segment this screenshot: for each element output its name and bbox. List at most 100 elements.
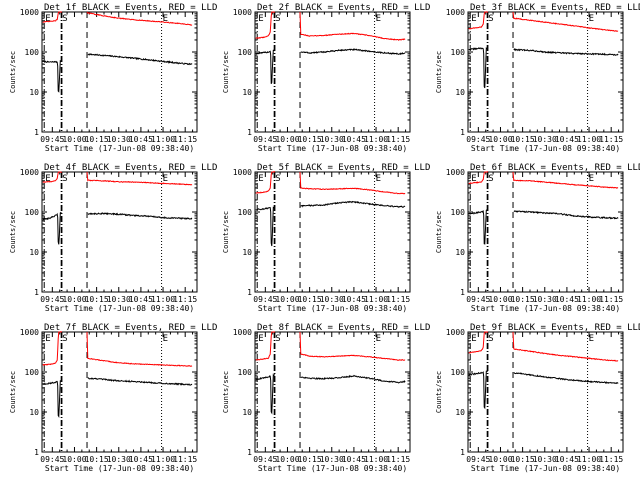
lld-series-line xyxy=(299,171,406,195)
x-tick-label: 10:30 xyxy=(320,295,344,304)
marker-label: E xyxy=(471,334,476,344)
lld-series-line xyxy=(86,171,193,186)
x-axis-label: Start Time (17-Jun-08 09:38:40) xyxy=(471,304,620,313)
marker-label: E xyxy=(376,174,381,184)
x-tick-label: 10:15 xyxy=(511,295,535,304)
y-tick-label: 1 xyxy=(34,288,39,297)
chart-panel-5: Det 5f BLACK = Events, RED = LLD 1 10 100 10… xyxy=(222,163,430,313)
lld-series-line xyxy=(86,331,193,367)
chart-title: Det 9f BLACK = Events, RED = LLD xyxy=(470,323,640,333)
lld-series-line xyxy=(299,11,406,41)
y-axis-label: Counts/sec xyxy=(222,51,230,93)
y-tick-label: 1 xyxy=(34,128,39,137)
y-axis-label: Counts/sec xyxy=(222,211,230,253)
chart-title: Det 1f BLACK = Events, RED = LLD xyxy=(44,3,217,13)
marker-label: S xyxy=(488,174,493,184)
lld-series-line xyxy=(512,331,619,362)
marker-label: E xyxy=(376,14,381,24)
x-axis-label: Start Time (17-Jun-08 09:38:40) xyxy=(471,464,620,473)
y-tick-label: 1000 xyxy=(20,8,39,17)
plot-frame xyxy=(41,331,198,453)
x-tick-label: 10:00 xyxy=(275,295,299,304)
lld-series-line xyxy=(255,171,276,194)
x-tick-label: 09:45 xyxy=(466,295,490,304)
x-axis-label: Start Time (17-Jun-08 09:38:40) xyxy=(258,144,407,153)
x-tick-label: 09:45 xyxy=(253,135,277,144)
y-axis-label: Counts/sec xyxy=(9,371,17,413)
events-series-line xyxy=(468,209,489,245)
y-tick-label: 10 xyxy=(455,88,465,97)
y-tick-label: 10 xyxy=(242,88,252,97)
y-tick-label: 1 xyxy=(460,448,465,457)
x-tick-label: 10:30 xyxy=(533,455,557,464)
x-tick-label: 10:30 xyxy=(107,295,131,304)
y-tick-label: 1 xyxy=(247,288,252,297)
y-tick-label: 100 xyxy=(238,368,253,377)
y-tick-label: 10 xyxy=(29,88,39,97)
y-axis-label: Counts/sec xyxy=(435,211,443,253)
x-tick-label: 11:00 xyxy=(151,135,175,144)
y-tick-label: 1000 xyxy=(233,328,252,337)
x-tick-label: 10:45 xyxy=(129,295,153,304)
x-tick-label: 10:00 xyxy=(62,135,86,144)
x-tick-label: 10:15 xyxy=(511,135,535,144)
x-tick-label: 10:45 xyxy=(555,135,579,144)
y-tick-label: 1000 xyxy=(233,168,252,177)
lld-series-line xyxy=(512,171,619,189)
lld-series-line xyxy=(299,331,406,361)
plot-frame xyxy=(254,171,411,293)
events-series-line xyxy=(513,47,619,56)
y-tick-label: 1000 xyxy=(446,168,465,177)
y-tick-label: 1 xyxy=(34,448,39,457)
lld-series-line xyxy=(255,331,276,361)
marker-label: S xyxy=(62,174,67,184)
x-tick-label: 11:00 xyxy=(364,295,388,304)
x-tick-label: 09:45 xyxy=(40,455,64,464)
x-tick-label: 10:30 xyxy=(107,455,131,464)
y-tick-label: 100 xyxy=(25,48,40,57)
lld-series-line xyxy=(468,171,489,185)
y-axis-label: Counts/sec xyxy=(9,211,17,253)
x-tick-label: 10:30 xyxy=(320,135,344,144)
events-series-line xyxy=(87,53,193,66)
lld-series-line xyxy=(42,171,62,183)
x-tick-label: 10:15 xyxy=(511,455,535,464)
lld-series-line xyxy=(255,11,276,39)
marker-label: E xyxy=(45,14,50,24)
plot-frame xyxy=(41,171,198,293)
x-tick-label: 10:15 xyxy=(85,455,109,464)
marker-label: S xyxy=(275,174,280,184)
events-series-line xyxy=(87,212,193,220)
x-tick-label: 10:45 xyxy=(555,295,579,304)
chart-title: Det 4f BLACK = Events, RED = LLD xyxy=(44,163,217,173)
events-series-line xyxy=(255,206,276,247)
chart-title: Det 2f BLACK = Events, RED = LLD xyxy=(257,3,430,13)
y-tick-label: 1000 xyxy=(446,8,465,17)
x-axis-label: Start Time (17-Jun-08 09:38:40) xyxy=(258,464,407,473)
marker-label: E xyxy=(471,14,476,24)
y-tick-label: 100 xyxy=(451,368,466,377)
x-tick-label: 10:15 xyxy=(85,295,109,304)
marker-label: S xyxy=(488,14,493,24)
y-axis-label: Counts/sec xyxy=(222,371,230,413)
x-tick-label: 11:00 xyxy=(364,455,388,464)
lld-series-line xyxy=(468,331,489,354)
marker-label: E xyxy=(258,14,263,24)
y-tick-label: 100 xyxy=(238,208,253,217)
y-tick-label: 1000 xyxy=(20,168,39,177)
x-tick-label: 10:45 xyxy=(129,455,153,464)
chart-title: Det 6f BLACK = Events, RED = LLD xyxy=(470,163,640,173)
y-tick-label: 1000 xyxy=(446,328,465,337)
lld-series-line xyxy=(468,11,488,30)
y-axis-label: Counts/sec xyxy=(9,51,17,93)
marker-label: E xyxy=(45,334,50,344)
x-tick-label: 11:15 xyxy=(386,295,410,304)
marker-label: E xyxy=(589,334,594,344)
marker-label: E xyxy=(471,174,476,184)
events-series-line xyxy=(300,200,406,209)
x-tick-label: 10:15 xyxy=(298,455,322,464)
marker-label: S xyxy=(62,334,67,344)
chart-panel-1: Det 1f BLACK = Events, RED = LLD 1 10 100 10… xyxy=(9,3,217,153)
marker-label: S xyxy=(62,14,67,24)
